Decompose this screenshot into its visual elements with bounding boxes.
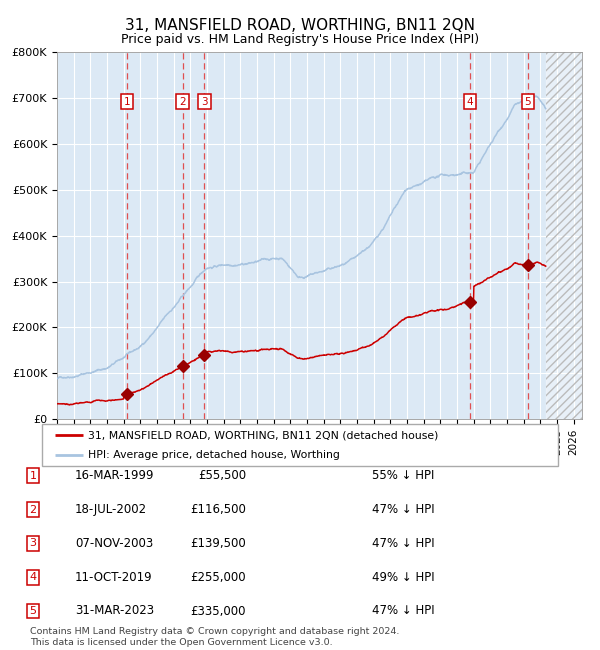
Text: 5: 5 xyxy=(29,606,37,616)
Text: 31, MANSFIELD ROAD, WORTHING, BN11 2QN: 31, MANSFIELD ROAD, WORTHING, BN11 2QN xyxy=(125,18,475,33)
Bar xyxy=(546,52,582,419)
Text: 49% ↓ HPI: 49% ↓ HPI xyxy=(372,571,434,584)
Text: £139,500: £139,500 xyxy=(190,537,246,550)
Text: 47% ↓ HPI: 47% ↓ HPI xyxy=(372,537,434,550)
Text: 18-JUL-2002: 18-JUL-2002 xyxy=(75,503,147,516)
FancyBboxPatch shape xyxy=(42,424,558,466)
Text: 1: 1 xyxy=(29,471,37,481)
Text: 16-MAR-1999: 16-MAR-1999 xyxy=(75,469,155,482)
Text: 1: 1 xyxy=(124,97,130,107)
Text: HPI: Average price, detached house, Worthing: HPI: Average price, detached house, Wort… xyxy=(88,450,340,460)
Text: 47% ↓ HPI: 47% ↓ HPI xyxy=(372,604,434,617)
Text: 4: 4 xyxy=(467,97,473,107)
Text: 11-OCT-2019: 11-OCT-2019 xyxy=(75,571,152,584)
Text: Price paid vs. HM Land Registry's House Price Index (HPI): Price paid vs. HM Land Registry's House … xyxy=(121,32,479,46)
Text: 07-NOV-2003: 07-NOV-2003 xyxy=(75,537,153,550)
Text: £116,500: £116,500 xyxy=(190,503,246,516)
Text: 31-MAR-2023: 31-MAR-2023 xyxy=(75,604,154,617)
Text: 47% ↓ HPI: 47% ↓ HPI xyxy=(372,503,434,516)
Text: 2: 2 xyxy=(179,97,186,107)
Text: 3: 3 xyxy=(201,97,208,107)
Text: 2: 2 xyxy=(29,504,37,515)
Text: 4: 4 xyxy=(29,572,37,582)
Text: 31, MANSFIELD ROAD, WORTHING, BN11 2QN (detached house): 31, MANSFIELD ROAD, WORTHING, BN11 2QN (… xyxy=(88,430,439,440)
Text: 3: 3 xyxy=(29,538,37,549)
Text: £55,500: £55,500 xyxy=(198,469,246,482)
Text: 55% ↓ HPI: 55% ↓ HPI xyxy=(372,469,434,482)
Text: £255,000: £255,000 xyxy=(190,571,246,584)
Text: £335,000: £335,000 xyxy=(190,604,246,617)
Text: 5: 5 xyxy=(524,97,531,107)
Text: Contains HM Land Registry data © Crown copyright and database right 2024.
This d: Contains HM Land Registry data © Crown c… xyxy=(30,627,400,647)
